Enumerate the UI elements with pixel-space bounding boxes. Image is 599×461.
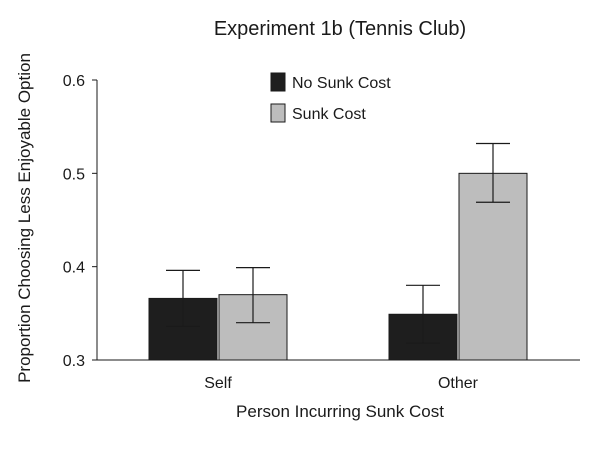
y-tick-label: 0.5 bbox=[63, 166, 85, 183]
y-tick-label: 0.4 bbox=[63, 260, 85, 277]
y-axis-label: Proportion Choosing Less Enjoyable Optio… bbox=[15, 53, 34, 383]
y-tick-label: 0.6 bbox=[63, 73, 85, 90]
x-axis-label: Person Incurring Sunk Cost bbox=[236, 402, 444, 421]
legend-label-sunk-cost: Sunk Cost bbox=[292, 106, 366, 123]
chart-title: Experiment 1b (Tennis Club) bbox=[214, 18, 466, 40]
legend-label-no-sunk-cost: No Sunk Cost bbox=[292, 75, 391, 92]
legend-swatch-sunk-cost bbox=[270, 103, 286, 123]
legend-swatch-no-sunk-cost bbox=[270, 72, 286, 92]
x-tick-label: Self bbox=[204, 375, 232, 392]
y-tick-label: 0.3 bbox=[63, 353, 85, 370]
bars bbox=[148, 172, 528, 361]
x-tick-label: Other bbox=[438, 375, 479, 392]
y-axis: 0.3 0.4 0.5 0.6 bbox=[63, 73, 98, 370]
error-bars bbox=[166, 142, 510, 344]
x-axis: Self Other bbox=[97, 359, 580, 392]
legend: No Sunk Cost Sunk Cost bbox=[270, 72, 391, 123]
